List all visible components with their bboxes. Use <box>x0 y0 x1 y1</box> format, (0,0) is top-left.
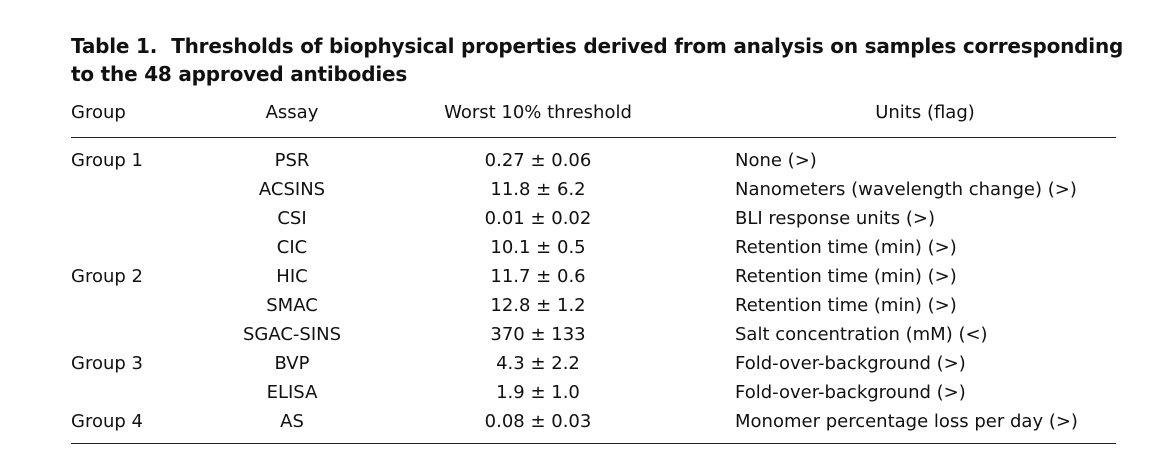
cell-group: Group 1 <box>71 150 143 171</box>
table-caption: Table 1. Thresholds of biophysical proper… <box>71 32 1131 88</box>
cell-group: Group 2 <box>71 266 143 287</box>
cell-units: Fold-over-background (>) <box>735 353 966 374</box>
cell-group: Group 4 <box>71 411 143 432</box>
cell-units: Monomer percentage loss per day (>) <box>735 411 1078 432</box>
cell-units: Fold-over-background (>) <box>735 382 966 403</box>
cell-units: Retention time (min) (>) <box>735 295 957 316</box>
header-rule <box>71 137 1116 138</box>
table-title: Thresholds of biophysical properties der… <box>71 34 1124 86</box>
cell-units: Salt concentration (mM) (<) <box>735 324 988 345</box>
cell-units: Retention time (min) (>) <box>735 237 957 258</box>
cell-units: Retention time (min) (>) <box>735 266 957 287</box>
table-label: Table 1. <box>71 34 158 58</box>
column-header-group: Group <box>71 102 126 123</box>
cell-units: Nanometers (wavelength change) (>) <box>735 179 1077 200</box>
footer-rule <box>71 443 1116 444</box>
cell-group: Group 3 <box>71 353 143 374</box>
cell-units: BLI response units (>) <box>735 208 935 229</box>
cell-units: None (>) <box>735 150 817 171</box>
